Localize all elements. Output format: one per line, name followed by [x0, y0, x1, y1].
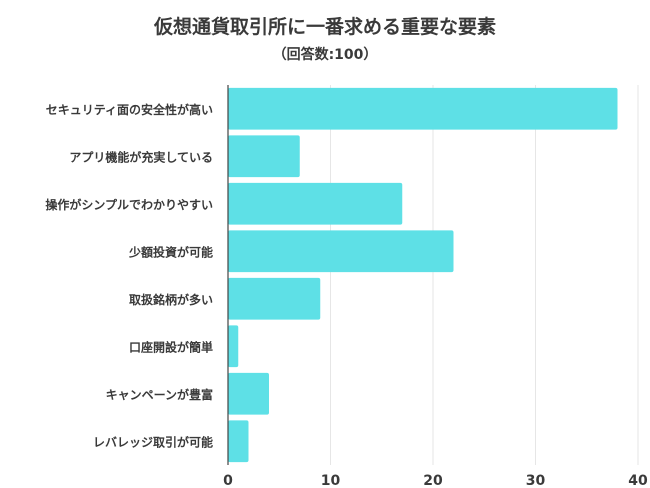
category-label-0: セキュリティ面の安全性が高い: [46, 102, 213, 117]
category-label-5: 口座開設が簡単: [129, 339, 213, 354]
x-tick-label-3: 30: [526, 473, 546, 488]
chart-title: 仮想通貨取引所に一番求める重要な要素: [153, 16, 496, 38]
x-tick-label-0: 0: [223, 473, 233, 488]
category-label-1: アプリ機能が充実している: [69, 149, 213, 164]
bar-7: [228, 420, 249, 463]
category-label-3: 少額投資が可能: [128, 244, 213, 259]
x-tick-label-4: 40: [628, 473, 648, 488]
category-label-6: キャンペーンが豊富: [106, 387, 213, 402]
bar-5: [228, 325, 239, 368]
bar-4: [228, 277, 321, 320]
bar-2: [228, 182, 403, 225]
category-label-2: 操作がシンプルでわかりやすい: [45, 197, 213, 212]
bar-3: [228, 230, 454, 273]
bar-1: [228, 135, 300, 178]
bar-6: [228, 372, 269, 415]
bar-0: [228, 87, 618, 130]
category-label-7: レバレッジ取引が可能: [93, 434, 213, 449]
x-tick-label-1: 10: [321, 473, 341, 488]
x-tick-label-2: 20: [423, 473, 443, 488]
chart-subtitle: （回答数:100）: [272, 47, 378, 63]
category-label-4: 取扱銘柄が多い: [129, 292, 213, 307]
